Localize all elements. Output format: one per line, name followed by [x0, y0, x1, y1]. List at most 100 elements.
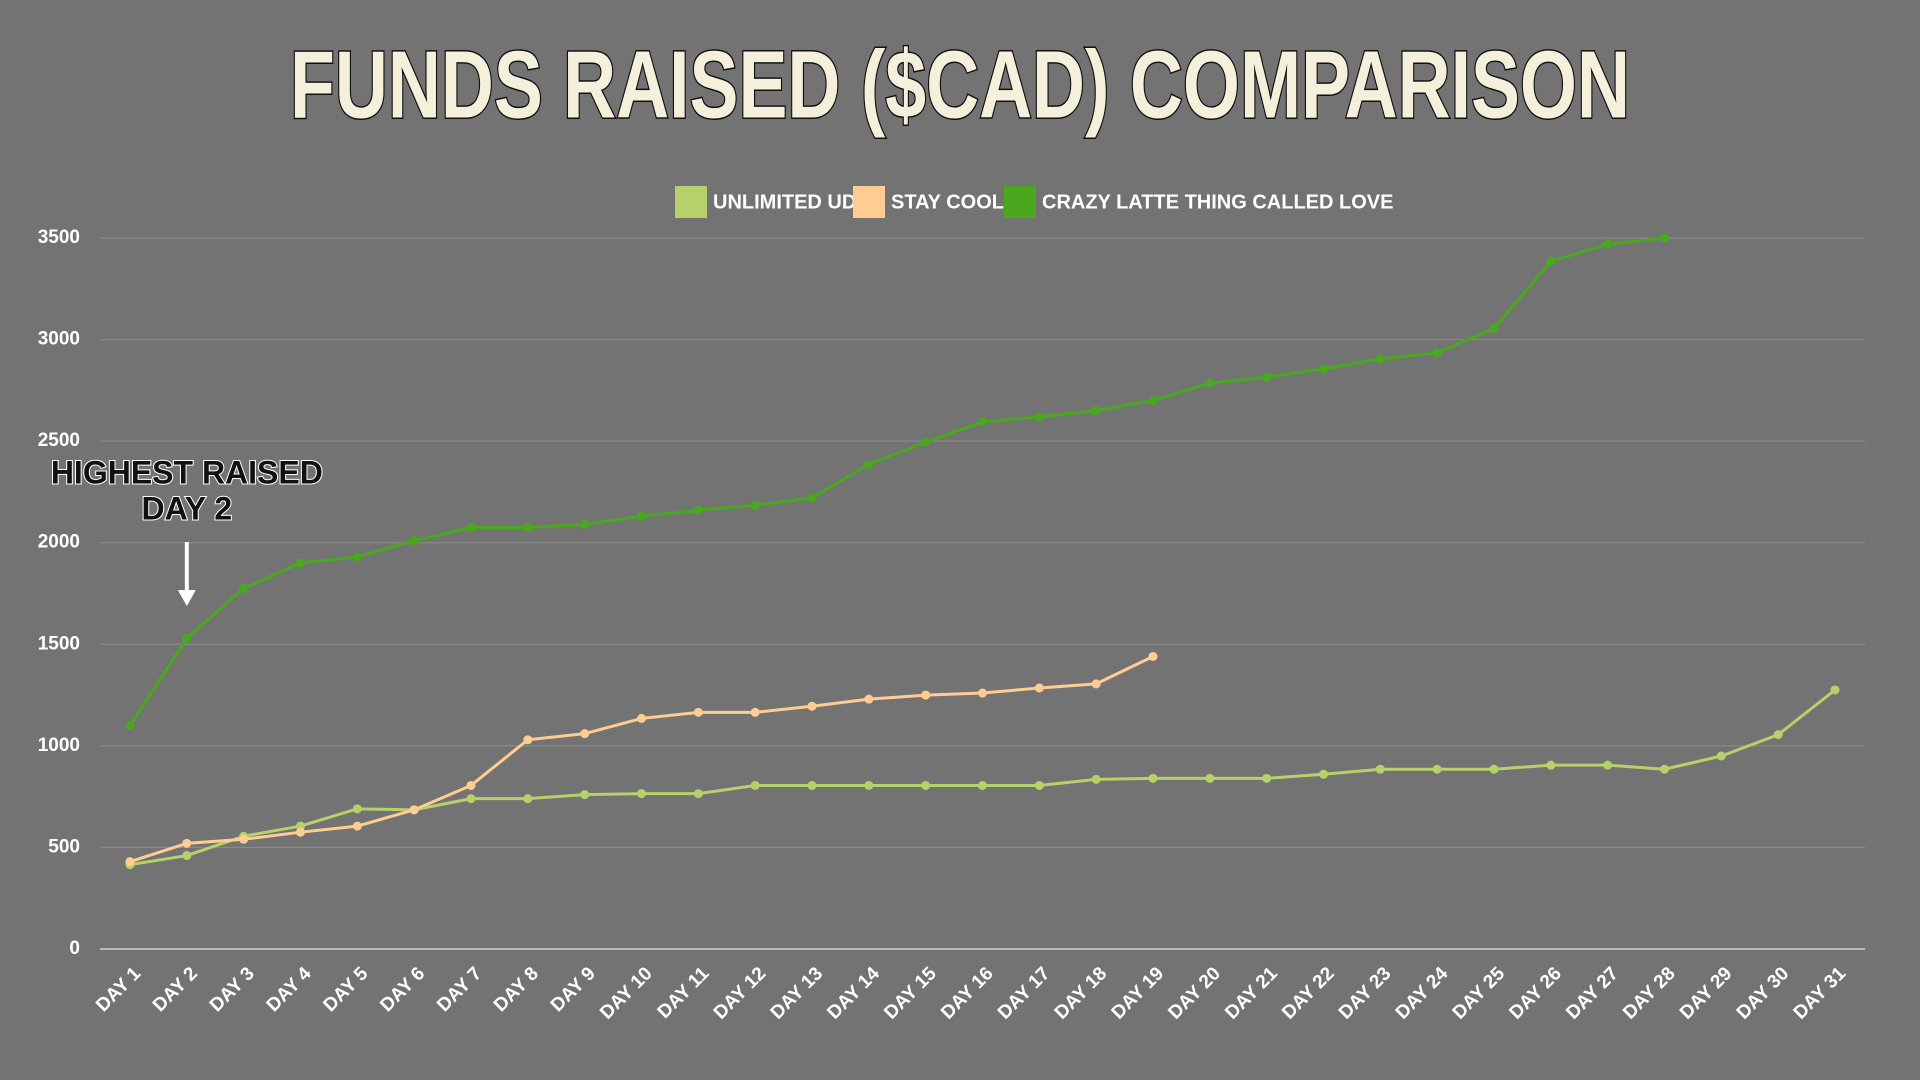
data-point: [409, 805, 419, 815]
legend-swatch: [1004, 186, 1036, 218]
data-point: [466, 794, 476, 804]
data-point: [409, 536, 419, 546]
data-point: [978, 417, 987, 427]
data-point: [239, 583, 249, 593]
data-point: [1660, 764, 1669, 774]
data-point: [580, 729, 590, 739]
legend-swatch: [853, 186, 885, 218]
data-point: [182, 633, 192, 643]
data-point: [1773, 730, 1783, 740]
data-point: [523, 794, 533, 804]
data-point: [921, 437, 931, 447]
data-point: [296, 827, 305, 837]
x-tick-label: DAY 9: [547, 963, 600, 1016]
data-point: [1319, 364, 1328, 374]
x-tick-label: DAY 18: [1051, 963, 1111, 1023]
data-point: [637, 511, 646, 521]
data-point: [1716, 751, 1726, 761]
chart-title: FUNDS RAISED ($CAD) COMPARISON: [290, 31, 1630, 138]
data-point: [1546, 760, 1556, 770]
data-point: [580, 790, 590, 800]
x-tick-label: DAY 21: [1221, 963, 1282, 1024]
data-point: [466, 780, 476, 790]
x-tick-label: DAY 15: [880, 963, 941, 1024]
x-tick-label: DAY 24: [1392, 963, 1453, 1024]
x-tick-label: DAY 16: [937, 963, 997, 1023]
data-point: [1034, 412, 1044, 422]
data-point: [1603, 239, 1613, 249]
data-point: [1546, 256, 1556, 266]
x-tick-label: DAY 2: [149, 963, 202, 1016]
data-point: [352, 821, 362, 831]
x-tick-label: DAY 12: [710, 963, 770, 1023]
data-point: [182, 838, 192, 848]
y-tick-label: 1000: [38, 735, 80, 756]
x-tick-label: DAY 1: [92, 963, 145, 1016]
data-point: [1375, 354, 1385, 364]
legend-label: CRAZY LATTE THING CALLED LOVE: [1042, 191, 1393, 213]
data-point: [1091, 406, 1101, 416]
series-line: [129, 688, 1836, 867]
x-tick-label: DAY 28: [1619, 963, 1679, 1023]
data-point: [1660, 233, 1669, 243]
x-tick-label: DAY 31: [1790, 963, 1851, 1024]
data-point: [637, 789, 646, 799]
annotation: HIGHEST RAISED: [51, 454, 323, 490]
x-tick-label: DAY 14: [823, 963, 884, 1024]
y-tick-label: 3500: [38, 227, 80, 248]
data-point: [637, 713, 646, 723]
data-point: [182, 851, 192, 861]
data-point: [864, 460, 874, 470]
data-point: [1034, 780, 1044, 790]
data-point: [693, 789, 703, 799]
data-point: [1148, 651, 1158, 661]
x-tick-label: DAY 6: [376, 963, 429, 1016]
data-point: [466, 522, 476, 532]
x-tick-label: DAY 27: [1562, 963, 1622, 1023]
data-point: [1262, 773, 1272, 783]
y-tick-label: 1500: [38, 633, 80, 654]
data-point: [1205, 378, 1215, 388]
data-point: [1262, 372, 1272, 382]
data-point: [1489, 764, 1499, 774]
x-tick-label: DAY 22: [1278, 963, 1338, 1023]
series-line: [128, 236, 1665, 727]
data-point: [1091, 774, 1101, 784]
data-point: [693, 505, 703, 515]
data-point: [125, 857, 135, 867]
data-point: [750, 500, 760, 510]
x-tick-label: DAY 23: [1335, 963, 1395, 1023]
data-point: [125, 721, 135, 731]
x-tick-label: DAY 19: [1108, 963, 1168, 1023]
data-point: [807, 780, 817, 790]
data-point: [1375, 764, 1385, 774]
data-point: [352, 552, 362, 562]
annotation-arrowhead: [177, 590, 196, 606]
data-point: [1148, 773, 1158, 783]
x-tick-label: DAY 8: [490, 963, 543, 1016]
data-point: [978, 688, 987, 698]
y-tick-label: 3000: [38, 329, 80, 350]
data-point: [1205, 773, 1215, 783]
y-tick-label: 500: [48, 836, 80, 857]
data-point: [807, 493, 817, 503]
data-point: [1603, 760, 1613, 770]
data-point: [807, 701, 817, 711]
x-tick-label: DAY 20: [1164, 963, 1224, 1023]
data-point: [523, 735, 533, 745]
data-point: [864, 694, 874, 704]
data-point: [693, 707, 703, 717]
data-point: [239, 834, 249, 844]
data-point: [1319, 769, 1328, 779]
data-point: [523, 522, 533, 532]
x-tick-label: DAY 30: [1733, 963, 1793, 1023]
x-tick-label: DAY 29: [1676, 963, 1736, 1023]
data-point: [580, 519, 590, 529]
y-tick-label: 2000: [38, 532, 80, 553]
data-point: [1034, 683, 1044, 693]
data-point: [864, 780, 874, 790]
annotation: DAY 2: [141, 490, 232, 526]
x-tick-label: DAY 7: [433, 963, 486, 1016]
data-point: [750, 780, 760, 790]
